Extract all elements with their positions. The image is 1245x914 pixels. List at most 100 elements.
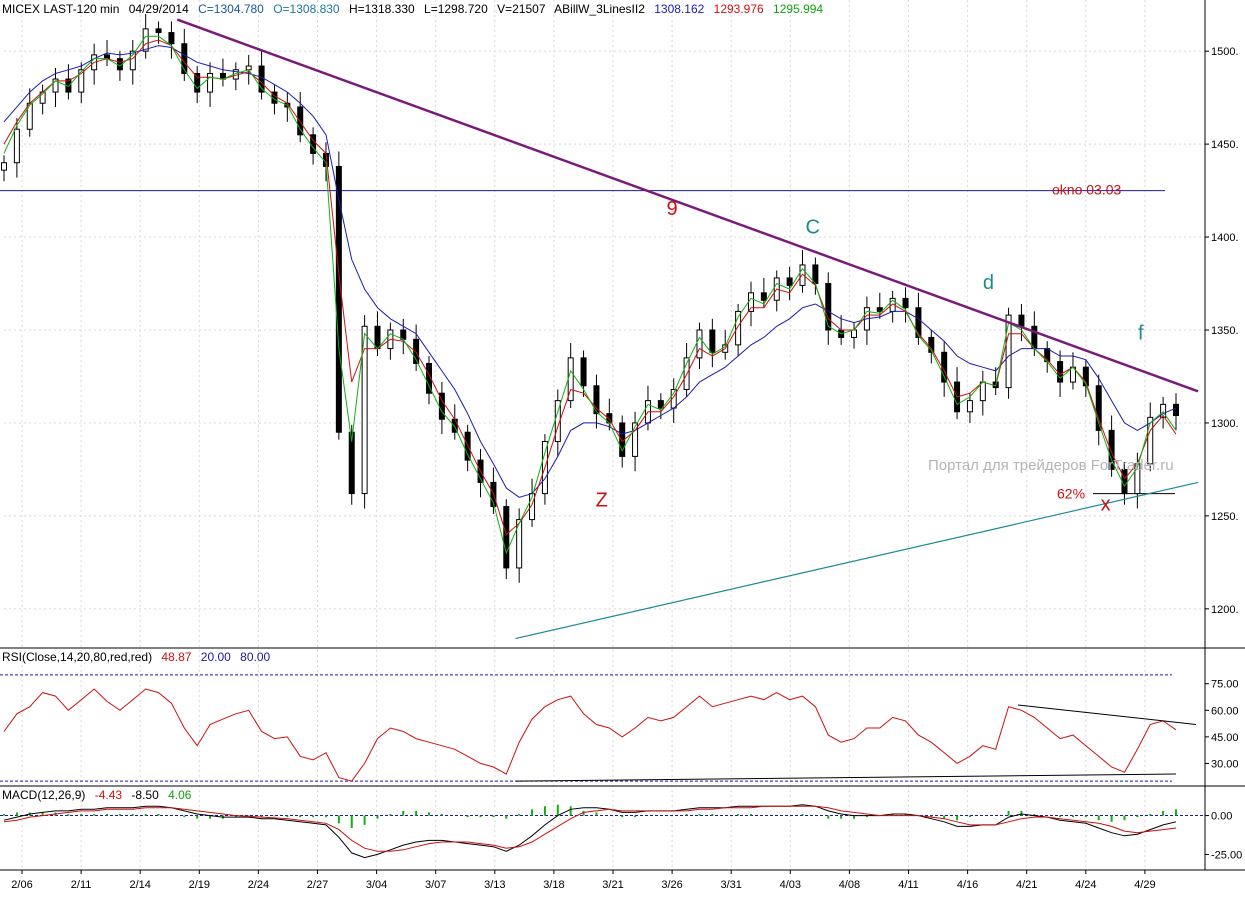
- macd-value: -4.43: [94, 788, 123, 802]
- rsi-low-level: 20.00: [200, 650, 231, 664]
- rsi-line: [3, 688, 1177, 782]
- y-tick-label: 1200.: [1211, 604, 1239, 616]
- x-tick-label: 3/13: [484, 879, 505, 891]
- candle-body: [915, 307, 922, 338]
- candle-body: [13, 128, 20, 164]
- candle-body: [1095, 385, 1102, 431]
- candle-body: [580, 357, 587, 387]
- watermark: Портал для трейдеров ForTrader.ru: [928, 457, 1174, 474]
- high-value: H=1318.330: [348, 2, 415, 16]
- candle-body: [52, 78, 59, 93]
- rsi-marks: [0, 674, 1197, 782]
- level-label-62: 62%: [1057, 486, 1085, 502]
- rsi-divergence-line: [1017, 704, 1197, 725]
- low-value: L=1298.720: [424, 2, 488, 16]
- date-label: 04/29/2014: [128, 2, 189, 16]
- indicator-value-blue: 1308.162: [654, 2, 705, 16]
- candle-body: [400, 329, 407, 340]
- price-header: MICEX LAST-120 min 04/29/2014 C=1304.780…: [2, 2, 829, 16]
- macd-signal-value: -8.50: [131, 788, 159, 802]
- candle-body: [426, 362, 433, 394]
- candle-body: [297, 106, 304, 136]
- macd-y-tick-label: -25.00: [1211, 849, 1242, 861]
- support-trendline: [515, 481, 1199, 640]
- rsi-header: RSI(Close,14,20,80,red,red) 48.87 20.00 …: [2, 650, 276, 664]
- candle-body: [168, 32, 175, 45]
- x-tick-label: 3/21: [602, 879, 623, 891]
- candle-body: [104, 54, 111, 60]
- macd-signal-line: [3, 805, 1177, 852]
- x-tick-label: 3/07: [425, 879, 446, 891]
- candle-body: [207, 72, 214, 93]
- candle-body: [129, 50, 136, 71]
- x-tick-label: 4/29: [1134, 879, 1155, 891]
- candle-body: [632, 422, 639, 457]
- rsi-high-level: 80.00: [240, 650, 271, 664]
- x-tick-label: 3/26: [661, 879, 682, 891]
- price-grid: [4, 0, 1205, 870]
- candle-body: [902, 297, 909, 309]
- x-tick-label: 2/11: [71, 879, 92, 891]
- close-value: C=1304.780: [198, 2, 264, 16]
- candle-body: [1018, 314, 1025, 327]
- candle-body: [245, 65, 252, 71]
- x-tick-label: 2/14: [129, 879, 150, 891]
- candle-body: [657, 400, 664, 409]
- volume-value: V=21507: [497, 2, 546, 16]
- candle-body: [1173, 403, 1179, 417]
- x-tick-label: 4/11: [898, 879, 919, 891]
- price-marks: okno 03.03 62% 9 Cd f Z x: [0, 14, 1199, 640]
- y-tick-label: 1250.: [1211, 511, 1239, 523]
- x-tick-label: 2/19: [189, 879, 210, 891]
- x-tick-label: 4/21: [1016, 879, 1037, 891]
- macd-label: MACD(12,26,9): [2, 788, 86, 802]
- x-tick-label: 2/24: [248, 879, 269, 891]
- candle-body: [979, 381, 986, 402]
- axis-marks: 2/06 2/11 2/14 2/19 2/24 2/27 3/04 3/07 3/13 3/18…: [0, 0, 1245, 891]
- indicator-value-green: 1295.994: [773, 2, 824, 16]
- candle-body: [799, 264, 806, 286]
- level-label-okno: okno 03.03: [1052, 182, 1121, 198]
- wave-label-c: C: [805, 216, 819, 238]
- rsi-label: RSI(Close,14,20,80,red,red): [2, 650, 153, 664]
- y-tick-label: 1400.: [1211, 232, 1239, 244]
- candle-body: [876, 307, 883, 312]
- candle-body: [966, 400, 973, 413]
- candle-body: [928, 336, 935, 353]
- candle-body: [1160, 403, 1167, 418]
- y-tick-label: 1450.: [1211, 139, 1239, 151]
- ma-blue-line: [3, 45, 1177, 498]
- candle-body: [786, 277, 793, 286]
- candle-body: [516, 519, 523, 569]
- rsi-y-tick-label: 45.00: [1211, 732, 1239, 744]
- candle-body: [735, 310, 742, 346]
- candle-body: [709, 329, 716, 353]
- y-tick-label: 1300.: [1211, 418, 1239, 430]
- macd-hist-value: 4.06: [168, 788, 192, 802]
- macd-marks: [0, 804, 1205, 859]
- x-tick-label: 3/18: [543, 879, 564, 891]
- wave-label-f: f: [1138, 322, 1144, 344]
- ma-green-line: [3, 35, 1177, 555]
- candle-body: [503, 506, 510, 569]
- candle-body: [747, 292, 754, 312]
- resistance-trendline: [176, 18, 1199, 393]
- candle-body: [413, 338, 420, 364]
- candle-body: [760, 292, 767, 301]
- x-tick-label: 4/16: [957, 879, 978, 891]
- x-tick-label: 3/31: [720, 879, 741, 891]
- candle-body: [1082, 366, 1089, 387]
- candle-body: [825, 283, 832, 331]
- y-tick-label: 1350.: [1211, 325, 1239, 337]
- rsi-y-tick-label: 30.00: [1211, 758, 1239, 770]
- candle-body: [142, 28, 149, 52]
- candle-body: [78, 69, 85, 93]
- indicator-value-red: 1293.976: [713, 2, 764, 16]
- candle-body: [348, 431, 355, 495]
- x-tick-label: 2/06: [11, 879, 32, 891]
- x-tick-label: 4/24: [1075, 879, 1096, 891]
- wave-label-d: d: [983, 272, 994, 294]
- candle-body: [1108, 429, 1115, 470]
